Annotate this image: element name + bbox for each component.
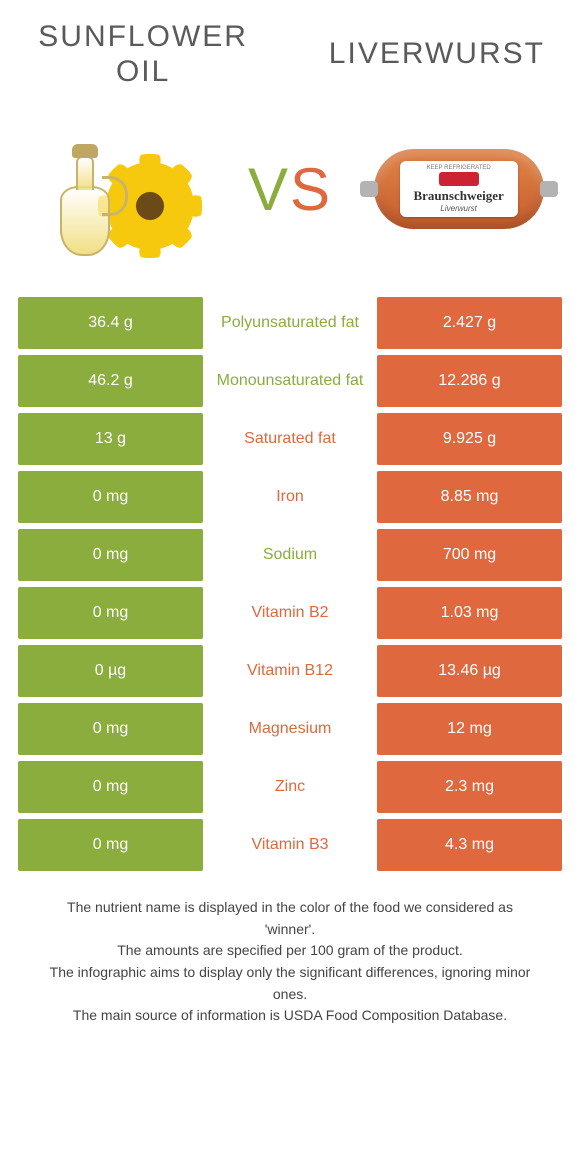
value-left: 0 mg: [18, 471, 203, 523]
table-row: 0 mgMagnesium12 mg: [18, 703, 562, 755]
table-row: 0 µgVitamin B1213.46 µg: [18, 645, 562, 697]
value-right: 2.427 g: [377, 297, 562, 349]
value-right: 8.85 mg: [377, 471, 562, 523]
product-left-image: [18, 99, 225, 279]
value-left: 0 mg: [18, 529, 203, 581]
value-right: 12.286 g: [377, 355, 562, 407]
title-left-line1: SUNFLOWER: [38, 20, 248, 53]
value-left: 0 mg: [18, 819, 203, 871]
footnote-1: The nutrient name is displayed in the co…: [40, 897, 540, 940]
sausage-label-brand: [439, 172, 479, 186]
nutrient-label: Polyunsaturated fat: [203, 297, 377, 349]
nutrient-label: Sodium: [203, 529, 377, 581]
value-left: 0 mg: [18, 587, 203, 639]
title-left: SUNFLOWER OIL: [18, 20, 268, 89]
value-right: 4.3 mg: [377, 819, 562, 871]
sausage-label-big: Braunschweiger: [413, 188, 503, 204]
product-right-image: KEEP REFRIGERATED Braunschweiger Liverwu…: [355, 99, 562, 279]
value-left: 46.2 g: [18, 355, 203, 407]
footnote-2: The amounts are specified per 100 gram o…: [40, 940, 540, 962]
title-left-line2: OIL: [116, 55, 170, 88]
vs-s: S: [290, 156, 332, 223]
title-right: LIVERWURST: [312, 37, 562, 72]
value-right: 12 mg: [377, 703, 562, 755]
footnotes: The nutrient name is displayed in the co…: [18, 897, 562, 1027]
comparison-table: 36.4 gPolyunsaturated fat2.427 g 46.2 gMo…: [18, 297, 562, 871]
table-row: 46.2 gMonounsaturated fat12.286 g: [18, 355, 562, 407]
sausage-label: KEEP REFRIGERATED Braunschweiger Liverwu…: [400, 161, 518, 217]
sausage-icon: KEEP REFRIGERATED Braunschweiger Liverwu…: [374, 149, 544, 229]
nutrient-label: Zinc: [203, 761, 377, 813]
value-right: 9.925 g: [377, 413, 562, 465]
nutrient-label: Monounsaturated fat: [203, 355, 377, 407]
footnote-4: The main source of information is USDA F…: [40, 1005, 540, 1027]
sausage-label-small: Liverwurst: [440, 204, 476, 213]
table-row: 0 mgZinc2.3 mg: [18, 761, 562, 813]
value-right: 2.3 mg: [377, 761, 562, 813]
oil-bottle-icon: [54, 146, 116, 256]
value-left: 0 mg: [18, 761, 203, 813]
vs-label: VS: [225, 155, 356, 224]
footnote-3: The infographic aims to display only the…: [40, 962, 540, 1005]
nutrient-label: Magnesium: [203, 703, 377, 755]
table-row: 13 gSaturated fat9.925 g: [18, 413, 562, 465]
value-right: 700 mg: [377, 529, 562, 581]
nutrient-label: Vitamin B2: [203, 587, 377, 639]
value-left: 36.4 g: [18, 297, 203, 349]
nutrient-label: Vitamin B12: [203, 645, 377, 697]
nutrient-label: Vitamin B3: [203, 819, 377, 871]
nutrient-label: Saturated fat: [203, 413, 377, 465]
hero-row: VS KEEP REFRIGERATED Braunschweiger Live…: [18, 99, 562, 279]
nutrient-label: Iron: [203, 471, 377, 523]
sausage-label-top: KEEP REFRIGERATED: [427, 165, 491, 171]
value-right: 13.46 µg: [377, 645, 562, 697]
table-row: 0 mgVitamin B21.03 mg: [18, 587, 562, 639]
value-left: 0 mg: [18, 703, 203, 755]
value-left: 13 g: [18, 413, 203, 465]
value-right: 1.03 mg: [377, 587, 562, 639]
titles-row: SUNFLOWER OIL LIVERWURST: [18, 20, 562, 89]
value-left: 0 µg: [18, 645, 203, 697]
vs-v: V: [248, 156, 290, 223]
table-row: 0 mgVitamin B34.3 mg: [18, 819, 562, 871]
table-row: 36.4 gPolyunsaturated fat2.427 g: [18, 297, 562, 349]
table-row: 0 mgIron8.85 mg: [18, 471, 562, 523]
table-row: 0 mgSodium700 mg: [18, 529, 562, 581]
